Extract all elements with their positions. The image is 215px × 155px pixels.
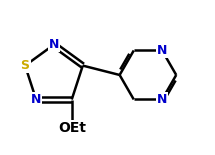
Text: N: N — [49, 38, 59, 51]
Text: S: S — [21, 59, 30, 72]
Text: N: N — [157, 93, 167, 106]
Text: N: N — [157, 44, 167, 57]
Text: OEt: OEt — [58, 121, 86, 135]
Text: N: N — [31, 93, 41, 106]
